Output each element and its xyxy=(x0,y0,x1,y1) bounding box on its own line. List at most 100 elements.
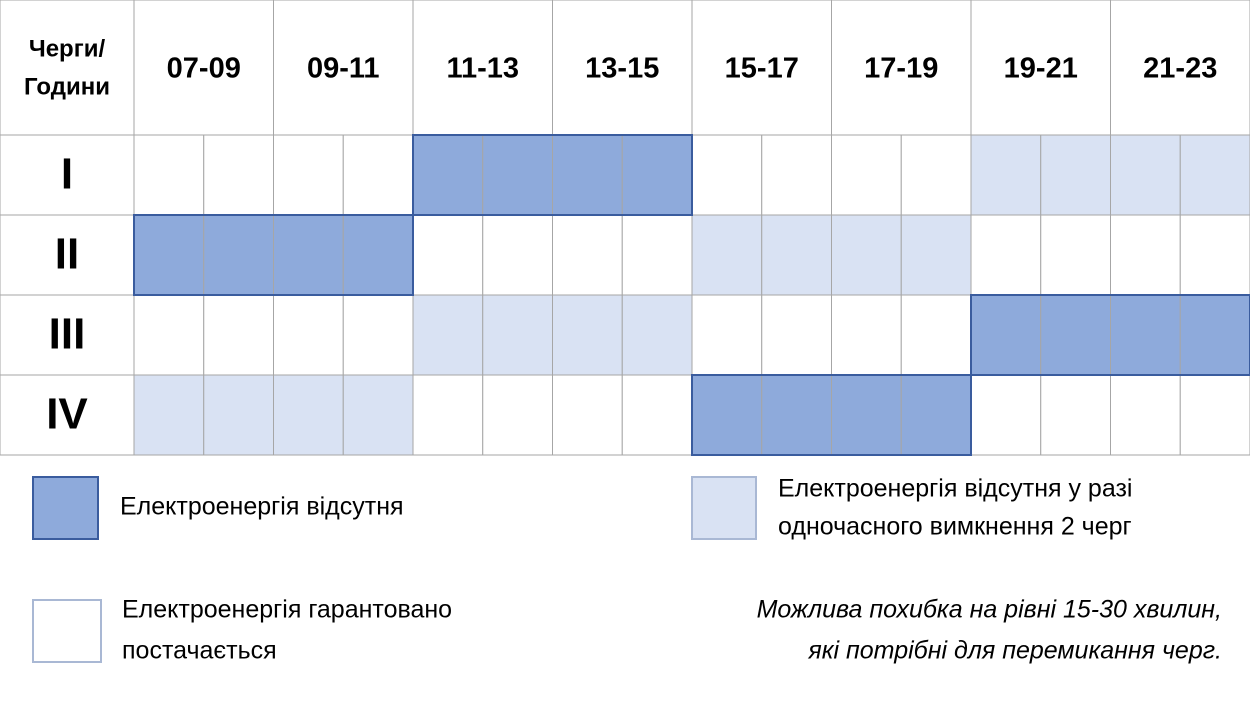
legend-label: постачається xyxy=(122,637,277,665)
schedule-cell xyxy=(273,374,344,456)
schedule-cell xyxy=(621,134,693,216)
schedule-cell xyxy=(552,374,623,456)
schedule-cell xyxy=(203,214,274,296)
outage-outline xyxy=(691,374,972,456)
schedule-cell xyxy=(1110,374,1181,456)
schedule-cell xyxy=(691,134,763,216)
schedule-cell xyxy=(412,294,484,376)
hour-label: 13-15 xyxy=(585,53,659,85)
hour-label: 17-19 xyxy=(864,53,938,85)
header-cell xyxy=(273,0,414,136)
hour-label: 11-13 xyxy=(446,53,519,85)
schedule-cell xyxy=(133,134,205,216)
schedule-cell xyxy=(412,374,484,456)
schedule-cell xyxy=(133,374,205,456)
schedule-cell xyxy=(203,294,274,376)
schedule-cell xyxy=(1110,294,1181,376)
hour-label: 07-09 xyxy=(167,53,241,85)
schedule-cell xyxy=(273,134,344,216)
schedule-cell xyxy=(342,294,414,376)
queue-label: I xyxy=(61,150,73,199)
schedule-cell xyxy=(482,374,553,456)
schedule-cell xyxy=(552,294,623,376)
schedule-cell xyxy=(621,294,693,376)
header-cell xyxy=(133,0,274,136)
schedule-cell xyxy=(482,134,553,216)
schedule-cell xyxy=(761,214,832,296)
row-label-cell xyxy=(0,374,135,456)
header-cell xyxy=(831,0,972,136)
queue-label: II xyxy=(55,230,79,279)
schedule-cell xyxy=(1179,214,1250,296)
schedule-cell xyxy=(203,374,274,456)
hour-label: 15-17 xyxy=(725,53,799,85)
legend-label: Електроенергія гарантовано xyxy=(122,596,452,624)
schedule-cell xyxy=(621,374,693,456)
schedule-cell xyxy=(133,294,205,376)
header-cell xyxy=(1110,0,1250,136)
corner-label: Черги/ xyxy=(29,35,106,62)
header-cell xyxy=(412,0,553,136)
schedule-cell xyxy=(203,134,274,216)
schedule-cell xyxy=(1179,294,1250,376)
queue-label: III xyxy=(49,310,86,359)
schedule-cell xyxy=(1040,374,1111,456)
schedule-cell xyxy=(552,134,623,216)
legend-label: Електроенергія відсутня xyxy=(120,493,404,521)
schedule-cell xyxy=(691,294,763,376)
schedule-cell xyxy=(900,214,972,296)
header-corner xyxy=(0,0,135,136)
hour-label: 09-11 xyxy=(307,53,380,85)
schedule-cell xyxy=(761,294,832,376)
schedule-cell xyxy=(1040,134,1111,216)
schedule-cell xyxy=(342,214,414,296)
corner-label: Години xyxy=(24,73,110,100)
schedule-cell xyxy=(482,214,553,296)
schedule-cell xyxy=(412,134,484,216)
schedule-cell xyxy=(900,294,972,376)
schedule-cell xyxy=(970,374,1042,456)
schedule-cell xyxy=(691,214,763,296)
schedule-cell xyxy=(1040,294,1111,376)
outage-outline xyxy=(412,134,693,216)
schedule-cell xyxy=(691,374,763,456)
hour-label: 19-21 xyxy=(1004,53,1078,85)
schedule-cell xyxy=(342,134,414,216)
header-cell xyxy=(552,0,693,136)
schedule-cell xyxy=(831,214,902,296)
outage-outline xyxy=(133,214,414,296)
schedule-cell xyxy=(1110,134,1181,216)
schedule-cell xyxy=(970,134,1042,216)
schedule-cell xyxy=(482,294,553,376)
schedule-cell xyxy=(1040,214,1111,296)
schedule-cell xyxy=(1179,374,1250,456)
header-cell xyxy=(691,0,832,136)
schedule-cell xyxy=(761,134,832,216)
schedule-cell xyxy=(831,374,902,456)
note: Можлива похибка на рівні 15-30 хвилин, xyxy=(757,596,1222,624)
schedule-cell xyxy=(900,374,972,456)
schedule-cell xyxy=(412,214,484,296)
schedule-cell xyxy=(342,374,414,456)
schedule-cell xyxy=(900,134,972,216)
schedule-cell xyxy=(1110,214,1181,296)
note: які потрібні для перемикання черг. xyxy=(807,637,1222,665)
schedule-cell xyxy=(621,214,693,296)
schedule-cell xyxy=(273,214,344,296)
schedule-cell xyxy=(273,294,344,376)
schedule-cell xyxy=(761,374,832,456)
header-cell xyxy=(970,0,1111,136)
schedule-cell xyxy=(970,294,1042,376)
hour-label: 21-23 xyxy=(1143,53,1217,85)
legend-swatch xyxy=(691,476,757,540)
schedule-cell xyxy=(831,294,902,376)
outage-outline xyxy=(970,294,1250,376)
schedule-cell xyxy=(133,214,205,296)
schedule-cell xyxy=(970,214,1042,296)
legend-swatch xyxy=(32,599,102,663)
legend-label: Електроенергія відсутня у разі xyxy=(778,475,1132,503)
schedule-cell xyxy=(1179,134,1250,216)
legend-swatch xyxy=(32,476,99,540)
queue-label: IV xyxy=(46,390,88,439)
